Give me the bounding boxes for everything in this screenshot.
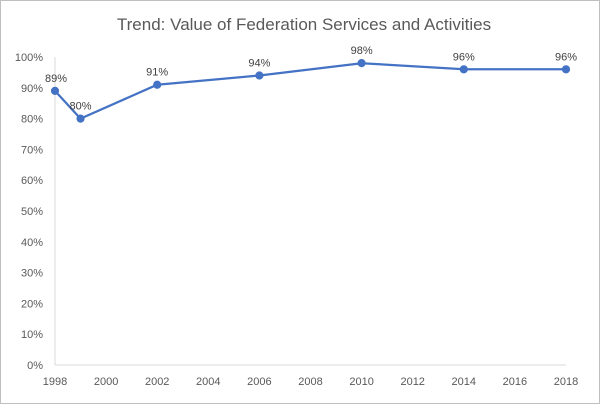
x-tick-label: 2000 [94, 376, 118, 388]
axes: 0% 10% 20% 30% 40% 50% 60% 70% 80% 90% 100% 1998 200… [15, 52, 578, 388]
data-point [50, 86, 60, 95]
data-label: 98% [351, 45, 373, 57]
y-tick-label: 60% [21, 175, 43, 187]
x-tick-label: 2016 [503, 376, 527, 388]
x-tick-label: 2018 [554, 376, 578, 388]
data-point [76, 114, 85, 123]
y-tick-label: 70% [21, 144, 43, 156]
x-tick-label: 2014 [452, 376, 476, 388]
y-tick-label: 0% [27, 360, 43, 372]
data-point [357, 59, 366, 68]
x-tick-label: 2008 [298, 376, 322, 388]
data-label: 96% [453, 51, 475, 63]
y-tick-label: 80% [21, 114, 43, 126]
y-tick-label: 40% [21, 237, 43, 249]
y-tick-label: 20% [21, 298, 43, 310]
data-point [459, 65, 468, 74]
y-tick-label: 10% [21, 329, 43, 341]
y-tick-label: 50% [21, 206, 43, 218]
data-labels: 89% 80% 91% 94% 98% 96% 96% [45, 45, 577, 112]
x-tick-label: 1998 [43, 376, 67, 388]
x-tick-label: 2002 [145, 376, 169, 388]
x-tick-label: 2004 [196, 376, 220, 388]
data-label: 91% [146, 67, 168, 79]
series-line [54, 62, 566, 120]
chart-title: Trend: Value of Federation Services and … [117, 15, 491, 34]
x-tick-label: 2006 [247, 376, 271, 388]
series-layer [50, 59, 571, 123]
data-label: 96% [555, 51, 577, 63]
x-tick-label: 2012 [400, 376, 424, 388]
y-tick-label: 30% [21, 268, 43, 280]
data-point [153, 80, 162, 89]
y-tick-label: 90% [21, 83, 43, 95]
y-tick-label: 100% [15, 52, 43, 64]
x-tick-label: 2010 [349, 376, 373, 388]
data-label: 94% [248, 57, 270, 69]
data-label: 80% [70, 101, 92, 113]
data-point [561, 65, 571, 74]
data-label: 89% [45, 73, 67, 85]
data-point [255, 71, 264, 80]
